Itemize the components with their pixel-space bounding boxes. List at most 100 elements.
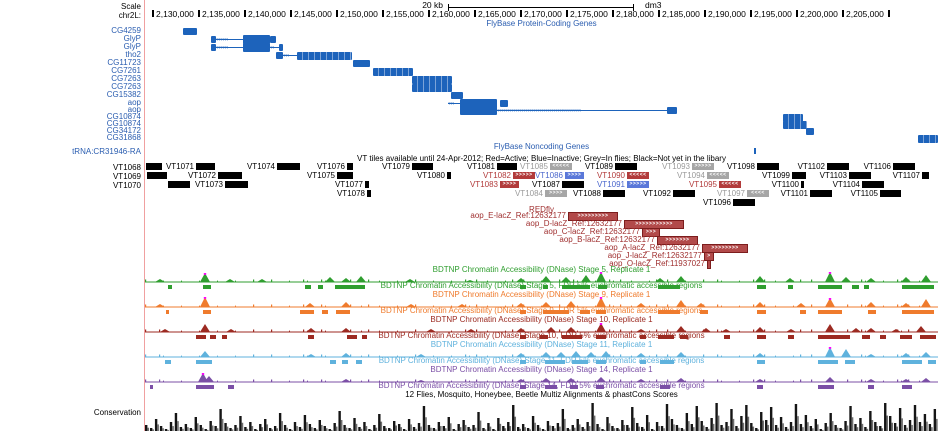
gene-glyph-exon[interactable] — [279, 44, 283, 51]
vt-tile-box[interactable] — [412, 163, 433, 170]
vt-tile-box[interactable] — [147, 172, 167, 179]
bdtnp-fdr-region-stage-11[interactable] — [845, 360, 855, 364]
redfly-item-box[interactable]: >>>>>>>>> — [568, 212, 618, 221]
bdtnp-fdr-region-stage-5[interactable] — [305, 285, 311, 289]
vt-tile-box[interactable] — [365, 181, 369, 188]
bdtnp-fdr-region-stage-10[interactable] — [362, 335, 367, 339]
vt-tile-label[interactable]: VT1075 — [306, 171, 335, 180]
bdtnp-fdr-region-stage-5[interactable] — [318, 285, 323, 289]
redfly-item-label[interactable]: aop_E-lacZ_Ref:12632177 — [470, 211, 566, 220]
bdtnp-fdr-region-stage-10[interactable] — [880, 335, 886, 339]
bdtnp-fdr-region-stage-9[interactable] — [322, 310, 328, 314]
gene-glyph-exon-run[interactable] — [412, 83, 452, 92]
gutter-gene-label[interactable]: tho2 — [125, 50, 141, 59]
vt-tile-label[interactable]: VT1076 — [316, 162, 345, 171]
bdtnp-fdr-region-stage-10[interactable] — [862, 335, 870, 339]
redfly-item-label[interactable]: aop_D-lacZ_Ref:12632177 — [525, 219, 622, 228]
gene-glyph-exon[interactable] — [460, 99, 497, 108]
vt-tile-box[interactable] — [603, 190, 625, 197]
gutter-gene-label[interactable]: CG10874 — [106, 112, 141, 121]
trna-gene-tick[interactable] — [754, 148, 756, 154]
vt-tile-box[interactable]: >>>>> — [513, 172, 535, 179]
gutter-vt-label[interactable]: VT1068 — [112, 163, 141, 172]
bdtnp-fdr-region-stage-14[interactable] — [818, 385, 834, 389]
bdtnp-fdr-region-stage-9[interactable] — [543, 310, 569, 314]
gene-glyph-intron-arrows[interactable]: ‹‹‹ — [448, 100, 460, 108]
vt-tile-label[interactable]: VT1083 — [469, 180, 498, 189]
gene-glyph-exon[interactable] — [243, 43, 270, 52]
gene-glyph-exon[interactable] — [806, 128, 814, 135]
vt-tile-box[interactable] — [218, 172, 242, 179]
bdtnp-replicate-wiggle-stage-11[interactable] — [145, 347, 938, 358]
bdtnp-replicate-wiggle-stage-5[interactable] — [145, 272, 938, 283]
gutter-gene-label[interactable]: CG4259 — [111, 26, 141, 35]
vt-tile-label[interactable]: VT1091 — [596, 180, 625, 189]
title-protein-coding-genes[interactable]: FlyBase Protein-Coding Genes — [486, 19, 597, 28]
bdtnp-fdr-region-stage-11[interactable] — [640, 360, 646, 364]
redfly-item-box[interactable]: >>>>>>>> — [702, 244, 748, 253]
vt-tile-box[interactable] — [922, 172, 929, 179]
bdtnp-fdr-region-stage-5[interactable] — [788, 285, 793, 289]
vt-tile-box[interactable] — [757, 163, 779, 170]
gutter-vt-label[interactable]: VT1069 — [112, 172, 141, 181]
gene-glyph-exon-run[interactable] — [783, 120, 807, 129]
vt-tile-label[interactable]: VT1071 — [165, 162, 194, 171]
vt-tile-box[interactable] — [347, 163, 353, 170]
vt-tile-box[interactable]: <<<<< — [719, 181, 741, 188]
bdtnp-fdr-region-stage-14[interactable] — [868, 385, 874, 389]
bdtnp-fdr-region-stage-5[interactable] — [520, 285, 526, 289]
vt-tile-box[interactable] — [367, 190, 371, 197]
bdtnp-fdr-region-stage-5[interactable] — [852, 285, 859, 289]
bdtnp-fdr-region-stage-14[interactable] — [902, 385, 912, 389]
bdtnp-fdr-region-stage-5[interactable] — [543, 285, 548, 289]
bdtnp-fdr-region-stage-9[interactable] — [700, 310, 708, 314]
bdtnp-fdr-region-stage-11[interactable] — [572, 360, 588, 364]
bdtnp-fdr-region-stage-10[interactable] — [196, 335, 206, 339]
vt-tile-box[interactable] — [893, 163, 915, 170]
gene-glyph-exon[interactable] — [500, 100, 508, 107]
bdtnp-fdr-region-stage-5[interactable] — [562, 285, 590, 289]
bdtnp-fdr-region-stage-5[interactable] — [757, 285, 766, 289]
vt-tile-box[interactable] — [880, 190, 901, 197]
bdtnp-fdr-region-stage-5[interactable] — [598, 285, 607, 289]
bdtnp-fdr-region-stage-10[interactable] — [210, 335, 216, 339]
title-multiz-conservation[interactable]: 12 Flies, Mosquito, Honeybee, Beetle Mul… — [405, 390, 678, 399]
gene-glyph-exon[interactable] — [460, 106, 497, 115]
gene-glyph-exon-run[interactable] — [412, 75, 452, 84]
gutter-gene-label[interactable]: tRNA:CR31946-RA — [72, 147, 141, 156]
bdtnp-fdr-region-stage-11[interactable] — [196, 360, 212, 364]
vt-tile-box[interactable] — [733, 199, 755, 206]
gene-glyph-intron-arrows[interactable]: ‹‹ — [270, 44, 279, 52]
gene-glyph-exon-run[interactable] — [918, 134, 938, 143]
bdtnp-fdr-region-stage-14[interactable] — [150, 385, 153, 389]
bdtnp-fdr-region-stage-9[interactable] — [203, 310, 211, 314]
redfly-item-label[interactable]: aop_O-lacZ_Ref:11937027 — [609, 259, 705, 268]
vt-tile-label[interactable]: VT1097 — [716, 189, 745, 198]
vt-tile-box[interactable] — [673, 190, 695, 197]
vt-tile-box[interactable]: <<<<< — [550, 163, 572, 170]
bdtnp-fdr-region-stage-10[interactable] — [540, 335, 548, 339]
bdtnp-fdr-region-stage-11[interactable] — [165, 360, 171, 364]
gene-glyph-exon[interactable] — [276, 52, 283, 59]
vt-tile-label[interactable]: VT1079 — [381, 162, 410, 171]
bdtnp-fdr-region-stage-5[interactable] — [818, 285, 842, 289]
bdtnp-fdr-region-stage-10[interactable] — [640, 335, 646, 339]
vt-tile-box[interactable] — [225, 181, 248, 188]
gene-glyph-exon[interactable] — [353, 60, 370, 67]
bdtnp-fdr-region-stage-11[interactable] — [596, 360, 606, 364]
title-redfly[interactable]: REDfly — [529, 205, 554, 214]
gutter-gene-label[interactable]: CG7263 — [111, 82, 141, 91]
vt-tile-label[interactable]: VT1107 — [892, 171, 920, 180]
gutter-gene-label[interactable]: CG7261 — [111, 66, 141, 75]
title-vt-tiles-note[interactable]: VT tiles available until 24-Apr-2012; Re… — [357, 154, 726, 163]
bdtnp-fdr-region-stage-14[interactable] — [757, 385, 763, 389]
vt-tile-label[interactable]: VT1093 — [661, 162, 690, 171]
bdtnp-fdr-region-stage-11[interactable] — [545, 360, 565, 364]
bdtnp-fdr-region-stage-11[interactable] — [902, 360, 922, 364]
vt-tile-box[interactable] — [827, 163, 849, 170]
bdtnp-fdr-region-stage-5[interactable] — [168, 285, 172, 289]
vt-tile-box[interactable] — [792, 172, 806, 179]
bdtnp-fdr-region-stage-10[interactable] — [900, 335, 912, 339]
gene-glyph-exon[interactable] — [667, 107, 677, 114]
bdtnp-fdr-region-stage-14[interactable] — [660, 385, 670, 389]
